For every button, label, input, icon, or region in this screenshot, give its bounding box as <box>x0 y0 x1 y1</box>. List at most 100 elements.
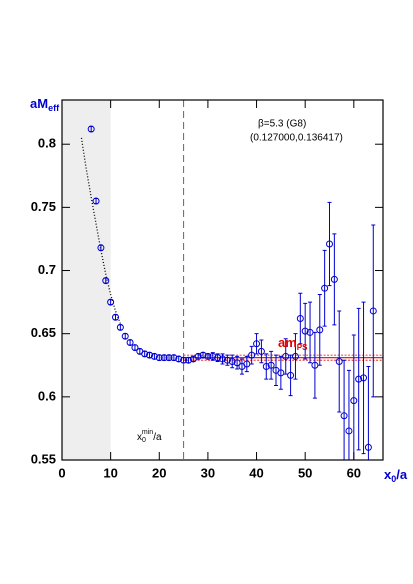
error-bar <box>152 353 157 360</box>
error-bar <box>123 333 128 340</box>
y-tick-label: 0.8 <box>38 136 56 151</box>
data-point <box>253 340 261 348</box>
data-point <box>141 350 149 358</box>
text-part: aM <box>30 96 48 111</box>
error-bar <box>312 331 317 399</box>
data-point <box>257 347 265 355</box>
error-bar <box>278 355 283 390</box>
data-point <box>160 354 168 362</box>
data-point <box>321 284 329 292</box>
error-bar <box>128 339 133 346</box>
error-bar <box>346 369 351 460</box>
x-tick-label: 0 <box>58 465 65 480</box>
data-point <box>316 326 324 334</box>
error-bar <box>351 334 356 460</box>
data-point <box>146 351 154 359</box>
error-bar <box>308 301 313 364</box>
fit-label: amPS <box>278 335 308 352</box>
error-bar <box>137 348 142 355</box>
xmin-label: x0min/a <box>137 429 162 444</box>
x-axis-label: x0/a <box>384 467 408 484</box>
data-point <box>228 357 236 365</box>
data-point <box>102 277 110 285</box>
error-bar <box>269 350 274 380</box>
data-point <box>219 355 226 363</box>
error-bar <box>337 310 342 413</box>
data-point <box>345 427 353 435</box>
data-point <box>214 354 222 362</box>
data-point <box>248 351 256 359</box>
text-part: 0 <box>142 437 146 444</box>
text-part: 0 <box>391 474 396 484</box>
y-tick-label: 0.65 <box>31 325 56 340</box>
data-point <box>291 352 299 360</box>
data-point <box>184 356 192 364</box>
data-point <box>350 397 358 405</box>
data-point <box>131 344 139 352</box>
data-point <box>330 275 338 283</box>
error-bar <box>283 338 288 375</box>
text-part: /a <box>153 432 162 443</box>
data-point <box>92 197 100 205</box>
data-point <box>223 356 231 364</box>
error-bar <box>239 358 244 375</box>
data-point <box>209 352 217 360</box>
error-bar <box>293 333 298 380</box>
data-point <box>194 352 202 360</box>
error-bar <box>235 355 240 370</box>
data-point <box>296 315 304 323</box>
data-point <box>233 359 241 367</box>
data-point <box>267 361 275 369</box>
error-bar <box>142 350 147 357</box>
beta-label: β=5.3 (G8) <box>258 119 306 130</box>
error-bar <box>113 314 118 321</box>
data-point <box>199 351 207 359</box>
data-point <box>287 371 295 379</box>
x-tick-label: 60 <box>347 465 361 480</box>
y-tick-label: 0.7 <box>38 262 56 277</box>
text-part: am <box>278 335 297 350</box>
data-point <box>97 244 105 252</box>
x-tick-label: 50 <box>298 465 312 480</box>
data-point <box>150 352 158 360</box>
data-point <box>126 339 134 347</box>
error-bar <box>356 307 361 451</box>
y-axis-label: aMeff <box>30 96 60 113</box>
error-bar <box>342 359 347 460</box>
error-bar <box>244 355 249 373</box>
data-point <box>165 354 173 362</box>
error-bar <box>118 324 123 331</box>
error-bar <box>327 201 332 287</box>
data-point <box>355 375 363 383</box>
data-point <box>301 327 309 335</box>
x-tick-label: 10 <box>103 465 117 480</box>
error-bar <box>303 302 308 360</box>
data-point <box>170 354 178 362</box>
data-point <box>175 355 183 363</box>
error-bar <box>147 352 152 359</box>
y-tick-label: 0.55 <box>31 451 56 466</box>
x-tick-label: 20 <box>152 465 166 480</box>
data-point <box>262 363 270 371</box>
text-part: eff <box>48 103 60 113</box>
data-point <box>155 354 163 362</box>
y-tick-label: 0.75 <box>31 199 56 214</box>
text-part: /a <box>396 467 408 482</box>
plot-frame <box>61 99 384 461</box>
data-point <box>107 298 115 306</box>
error-bar <box>298 292 303 345</box>
error-bar <box>132 344 137 351</box>
y-tick-label: 0.6 <box>38 388 56 403</box>
error-bar <box>254 333 259 355</box>
data-point <box>180 356 188 364</box>
data-point <box>340 412 348 420</box>
error-bar <box>274 354 278 386</box>
data-point <box>87 125 95 133</box>
data-point <box>369 307 377 315</box>
error-bar <box>259 339 264 364</box>
error-bar <box>264 353 269 380</box>
text-part: x <box>137 432 142 443</box>
text-part: x <box>384 467 392 482</box>
error-bar <box>332 233 337 326</box>
